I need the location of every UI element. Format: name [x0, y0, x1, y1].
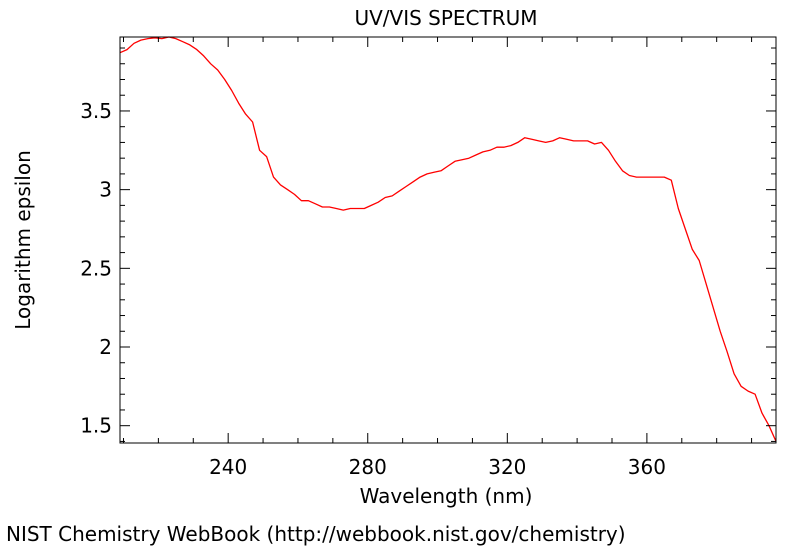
spectrum-line: [119, 36, 777, 442]
x-axis-label: Wavelength (nm): [360, 484, 533, 508]
y-tick-label: 2: [99, 335, 112, 359]
y-tick-label: 3: [99, 178, 112, 202]
x-tick-label: 320: [488, 455, 526, 479]
plot-area: [119, 36, 777, 442]
chart-title: UV/VIS SPECTRUM: [354, 6, 537, 30]
x-tick-label: 280: [349, 455, 387, 479]
footer-credit: NIST Chemistry WebBook (http://webbook.n…: [6, 522, 626, 546]
y-axis-label: Logarithm epsilon: [11, 150, 35, 330]
y-tick-label: 1.5: [80, 414, 112, 438]
plot-frame: [119, 36, 777, 444]
axes: 240 280 320 360 1.5 2 2.5 3 3.5: [80, 36, 777, 479]
y-tick-label: 3.5: [80, 99, 112, 123]
y-tick-label: 2.5: [80, 256, 112, 280]
x-tick-label: 240: [209, 455, 247, 479]
x-tick-label: 360: [628, 455, 666, 479]
